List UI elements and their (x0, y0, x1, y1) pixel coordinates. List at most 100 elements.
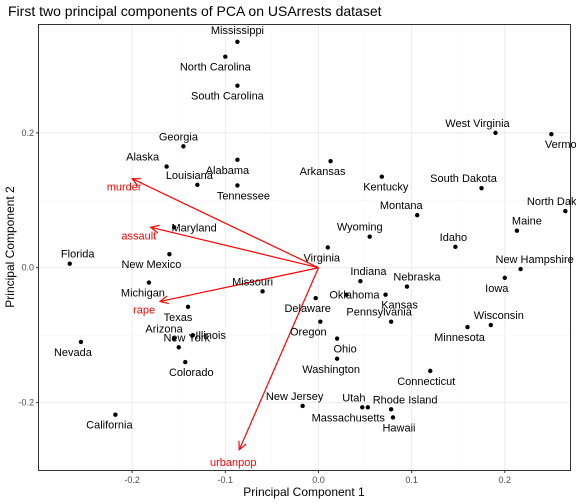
point-label-texas: Texas (164, 312, 193, 324)
plot-panel (38, 24, 571, 471)
point-label-alaska: Alaska (126, 152, 160, 164)
point-label-connecticut: Connecticut (397, 376, 455, 388)
point-kentucky (379, 174, 385, 179)
point-mississippi (235, 39, 240, 45)
point-washington (334, 356, 340, 361)
vector-label-assault: assault (121, 230, 156, 242)
point-label-arkansas: Arkansas (300, 166, 346, 178)
point-ohio (334, 336, 340, 341)
point-label-michigan: Michigan (121, 288, 165, 300)
point-label-new-mexico: New Mexico (121, 259, 181, 271)
point-wyoming (367, 234, 372, 239)
point-nevada (78, 339, 84, 345)
point-label-delaware: Delaware (284, 303, 330, 315)
point-wisconsin (488, 322, 494, 328)
point-new-york (176, 345, 181, 350)
point-label-maine: Maine (512, 216, 542, 228)
point-vermont (549, 132, 554, 137)
point-kansas (383, 292, 388, 297)
point-north-carolina (223, 54, 228, 59)
point-label-montana: Montana (380, 200, 424, 212)
point-label-hawaii: Hawaii (382, 422, 415, 434)
point-west-virginia (493, 130, 498, 136)
point-texas (185, 304, 191, 310)
point-label-pennsylvania: Pennsylvania (346, 307, 412, 319)
point-label-new-hampshire: New Hampshire (496, 254, 574, 266)
point-label-iowa: Iowa (485, 283, 509, 295)
point-colorado (183, 359, 188, 365)
point-label-north-dakota: North Dakota (527, 196, 576, 208)
vector-arrowhead-rape (158, 295, 169, 305)
point-california (113, 412, 118, 417)
point-label-louisiana: Louisiana (166, 170, 214, 182)
point-label-massachusetts: Massachusetts (312, 412, 386, 424)
point-maryland (171, 225, 177, 230)
vector-murder (131, 178, 319, 269)
point-label-idaho: Idaho (440, 232, 468, 244)
y-tick-label: 0.2 (21, 128, 34, 138)
point-label-south-carolina: South Carolina (191, 91, 265, 103)
point-oklahoma (344, 292, 349, 297)
point-new-jersey (300, 403, 305, 409)
point-label-west-virginia: West Virginia (445, 118, 510, 130)
point-florida (67, 261, 72, 266)
vector-label-rape: rape (133, 304, 155, 316)
point-label-new-york: New York (163, 332, 210, 344)
point-label-colorado: Colorado (169, 367, 214, 379)
x-tick-label: 0.0 (312, 475, 325, 485)
loading-vectors: murder assault rape urbanpop (107, 178, 320, 469)
point-arkansas (328, 158, 333, 164)
point-label-virginia: Virginia (304, 253, 341, 265)
x-tick-label: -0.2 (124, 475, 140, 485)
point-delaware (313, 295, 318, 301)
point-hawaii (390, 415, 396, 420)
point-label-north-carolina: North Carolina (180, 62, 252, 74)
grid-lines (39, 25, 570, 470)
chart-title: First two principal components of PCA on… (8, 3, 382, 19)
point-label-indiana: Indiana (350, 266, 387, 278)
point-label-maryland: Maryland (171, 222, 216, 234)
point-label-utah: Utah (342, 392, 365, 404)
y-axis-ticks: -0.2 0.0 0.2 (18, 128, 39, 408)
point-utah (365, 405, 371, 410)
vector-rape (159, 267, 319, 303)
point-minnesota (465, 324, 470, 330)
point-label-washington: Washington (302, 364, 360, 376)
vector-label-murder: murder (107, 182, 142, 194)
point-label-south-dakota: South Dakota (430, 173, 498, 185)
point-label-wisconsin: Wisconsin (474, 310, 524, 322)
x-axis-title: Principal Component 1 (243, 485, 365, 499)
point-label-alabama: Alabama (206, 165, 250, 177)
point-label-ohio: Ohio (333, 344, 356, 356)
point-louisiana (195, 182, 200, 187)
point-south-carolina (235, 83, 240, 88)
point-south-dakota (479, 185, 484, 191)
point-label-minnesota: Minnesota (434, 332, 486, 344)
point-label-california: California (86, 420, 133, 432)
x-axis-ticks: -0.2 -0.1 0.0 0.1 0.2 (124, 470, 511, 485)
point-label-new-jersey: New Jersey (266, 391, 324, 403)
point-connecticut (428, 368, 433, 374)
point-idaho (453, 244, 458, 250)
point-iowa (502, 275, 507, 281)
point-label-vermont: Vermont (545, 139, 576, 151)
point-illinois (190, 332, 195, 338)
point-label-tennessee: Tennessee (217, 190, 270, 202)
point-label-arizona: Arizona (145, 324, 183, 336)
point-label-mississippi: Mississippi (211, 25, 264, 37)
point-rhode-island (388, 407, 394, 412)
vector-arrowhead-murder (130, 178, 142, 187)
point-pennsylvania (388, 319, 394, 324)
vector-arrowhead-urbanpop (238, 440, 247, 452)
point-label-oregon: Oregon (290, 327, 327, 339)
point-label-kentucky: Kentucky (363, 182, 409, 194)
y-tick-label: 0.0 (21, 263, 34, 273)
point-maine (514, 228, 520, 233)
point-label-rhode-island: Rhode Island (373, 394, 438, 406)
point-virginia (325, 245, 330, 250)
point-north-dakota (563, 208, 568, 214)
point-label-illinois: Illinois (195, 330, 226, 342)
state-points (67, 39, 568, 420)
point-new-hampshire (518, 266, 523, 272)
